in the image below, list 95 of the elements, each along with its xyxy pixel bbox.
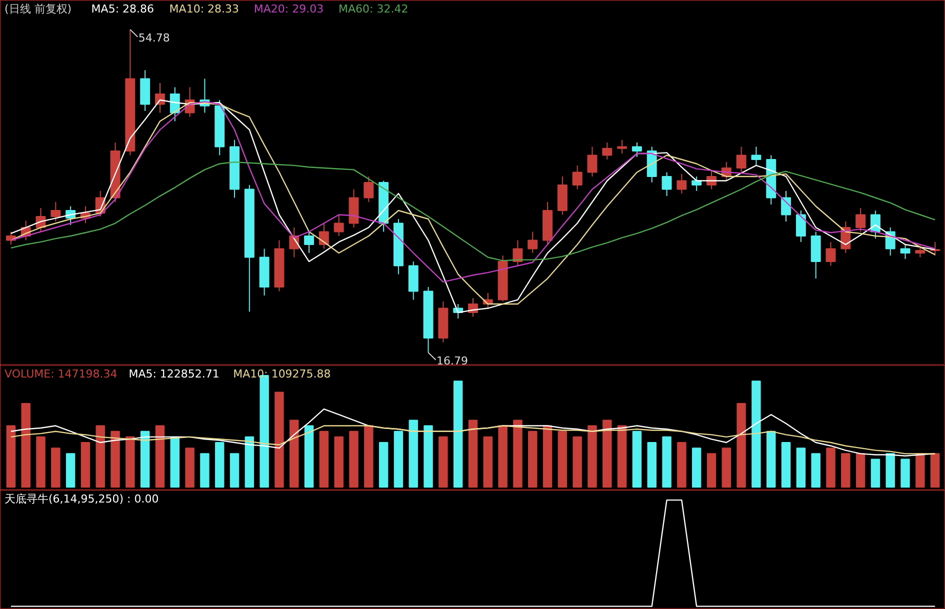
bar	[736, 402, 746, 488]
bar	[602, 420, 612, 488]
bar	[796, 448, 806, 488]
bar	[900, 458, 910, 488]
bar	[110, 430, 120, 488]
text: MA10: 109275.88	[233, 368, 331, 380]
bar	[155, 425, 165, 488]
annotation: 54.78	[138, 31, 170, 44]
bar	[200, 453, 210, 488]
bar	[304, 425, 314, 488]
text: VOLUME: 147198.34	[4, 368, 118, 380]
bar	[870, 458, 880, 488]
bar	[349, 430, 358, 488]
bar	[662, 436, 672, 488]
bar	[647, 442, 656, 488]
bar	[886, 453, 895, 488]
candlestick	[915, 244, 926, 258]
bar	[378, 442, 388, 488]
candlestick	[304, 231, 314, 254]
bar	[558, 430, 568, 488]
bar	[483, 436, 493, 488]
text: MA5: 28.86	[91, 2, 154, 16]
candlestick	[751, 146, 762, 166]
bar	[781, 442, 791, 488]
bar	[230, 453, 240, 488]
bar	[140, 430, 150, 488]
bar	[572, 436, 582, 488]
bar	[36, 436, 46, 488]
candlestick	[781, 190, 791, 222]
candlestick	[334, 214, 344, 237]
bar	[706, 453, 716, 488]
text: MA20: 29.03	[254, 2, 324, 16]
bar	[185, 448, 194, 488]
candlestick	[736, 146, 746, 173]
bar	[215, 442, 224, 488]
candlestick	[528, 231, 538, 254]
bar	[528, 430, 538, 488]
candlestick	[662, 172, 672, 197]
candlestick	[856, 207, 866, 232]
candlestick	[587, 146, 598, 177]
bar	[856, 453, 866, 488]
bar	[438, 436, 448, 488]
bar	[692, 448, 702, 488]
candlestick	[572, 164, 582, 190]
bar	[170, 436, 180, 488]
bar	[6, 425, 16, 488]
candlestick	[617, 139, 628, 154]
bar	[394, 430, 404, 488]
bar	[752, 380, 761, 488]
bar	[319, 430, 329, 488]
candlestick	[632, 142, 642, 158]
candlestick	[676, 173, 687, 194]
candlestick	[796, 210, 806, 242]
bar	[632, 430, 642, 488]
bar	[290, 420, 299, 488]
bar	[66, 453, 76, 488]
bar	[588, 425, 597, 488]
candlestick	[50, 202, 61, 222]
bar	[617, 425, 627, 488]
candlestick	[318, 222, 329, 250]
bar	[841, 453, 850, 488]
bar	[468, 420, 478, 488]
candlestick	[602, 142, 612, 160]
text: 16.79	[436, 354, 468, 368]
bar	[498, 425, 508, 488]
bar	[766, 430, 776, 488]
bar	[453, 380, 463, 488]
bar	[126, 436, 135, 488]
bar	[96, 425, 105, 488]
text: MA60: 32.42	[338, 2, 408, 16]
candlestick	[512, 240, 523, 266]
candlestick	[900, 244, 910, 260]
bar	[334, 436, 344, 488]
bar	[513, 420, 522, 488]
bar	[51, 448, 60, 488]
text: MA10: 28.33	[169, 2, 240, 16]
candlestick	[364, 176, 374, 202]
bar	[722, 448, 731, 488]
bar	[408, 420, 418, 488]
bar	[811, 453, 820, 488]
bar	[274, 392, 284, 488]
chart-title: (日线 前复权)	[4, 2, 72, 16]
bar	[424, 425, 433, 488]
text: MA5: 122852.71	[128, 368, 220, 380]
bar	[930, 453, 940, 488]
text: 天底寻牛(6,14,95,250) : 0.00	[4, 492, 159, 506]
bar	[826, 448, 836, 488]
candlestick	[826, 241, 836, 266]
bar	[80, 442, 90, 488]
bar	[244, 436, 254, 488]
bar	[916, 453, 925, 488]
bar	[364, 425, 374, 488]
bar	[21, 402, 30, 488]
bar	[677, 442, 686, 488]
bar	[542, 425, 552, 488]
